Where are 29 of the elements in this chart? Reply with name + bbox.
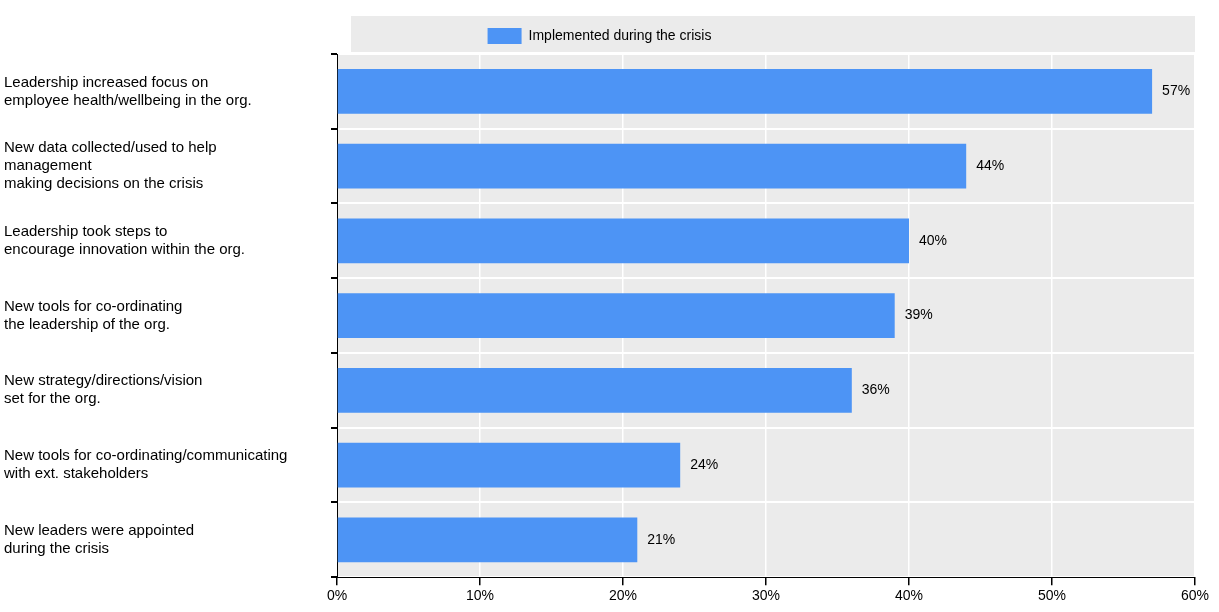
x-tick-label: 20%	[608, 587, 638, 604]
data-label: 39%	[904, 306, 933, 323]
y-tick-label: New leaders were appointed during the crisis	[4, 520, 195, 556]
bar	[337, 218, 909, 264]
x-tick-label: 0%	[326, 587, 348, 604]
x-tick-label: 60%	[1180, 587, 1210, 604]
bar	[337, 517, 638, 563]
x-tick-label: 10%	[465, 587, 495, 604]
bar	[337, 293, 895, 339]
data-label: 40%	[919, 231, 948, 248]
x-tick-label: 30%	[751, 587, 781, 604]
bar	[337, 143, 967, 189]
y-tick-label: Leadership increased focus on employee health/wellbeing in the org.	[4, 72, 252, 108]
data-label: 21%	[647, 530, 676, 547]
x-tick-label: 50%	[1037, 587, 1067, 604]
bar	[337, 442, 681, 488]
data-label: 44%	[976, 156, 1005, 173]
data-label: 57%	[1162, 82, 1191, 99]
x-tick-label: 40%	[894, 587, 924, 604]
y-tick-label: New strategy/directions/vision set for the org.	[4, 371, 203, 407]
data-label: 36%	[861, 381, 890, 398]
y-tick-label: New data collected/used to help management making decisions on the crisis	[4, 138, 217, 192]
data-label: 24%	[690, 455, 719, 472]
y-tick-label: Leadership took steps to encourage innovation within the org.	[4, 222, 245, 257]
y-tick-label: New tools for co-ordinating the leadership of the org.	[4, 296, 183, 332]
legend-label: Implemented during the crisis	[528, 26, 712, 43]
bar	[337, 68, 1153, 114]
bar	[337, 367, 852, 413]
y-tick-label: New tools for co-ordinating/communicating with ext. stakeholders	[3, 446, 288, 482]
